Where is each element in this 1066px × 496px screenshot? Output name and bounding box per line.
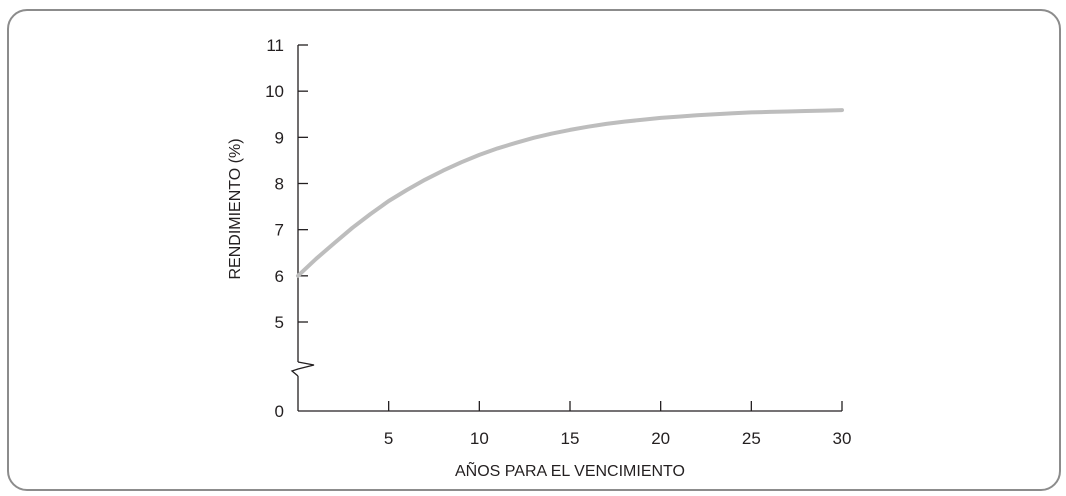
x-tick-label-5: 5: [384, 429, 393, 448]
y-tick-label-5: 5: [275, 313, 284, 332]
y-tick-label-8: 8: [275, 175, 284, 194]
chart-frame: [7, 9, 1061, 491]
y-tick-label-0: 0: [275, 402, 284, 421]
x-tick-label-30: 30: [833, 429, 852, 448]
x-tick-label-25: 25: [742, 429, 761, 448]
axes: [290, 44, 843, 412]
series-marks: [296, 108, 844, 278]
x-tick-label-20: 20: [651, 429, 670, 448]
yield-curve-line: [296, 108, 844, 278]
y-axis-break: [290, 361, 315, 377]
x-tick-label-15: 15: [561, 429, 580, 448]
x-axis-title: AÑOS PARA EL VENCIMIENTO: [455, 460, 685, 480]
y-tick-label-11: 11: [266, 36, 284, 55]
y-tick-label-7: 7: [275, 221, 284, 240]
y-tick-label-6: 6: [275, 267, 284, 286]
y-tick-label-10: 10: [265, 82, 284, 101]
y-axis-title: RENDIMIENTO (%): [227, 138, 244, 279]
y-tick-label-9: 9: [275, 128, 284, 147]
tick-labels: 0 5 6 7 8 9 10 11 5 10 15 20 25 30: [265, 36, 851, 448]
x-tick-label-10: 10: [470, 429, 489, 448]
